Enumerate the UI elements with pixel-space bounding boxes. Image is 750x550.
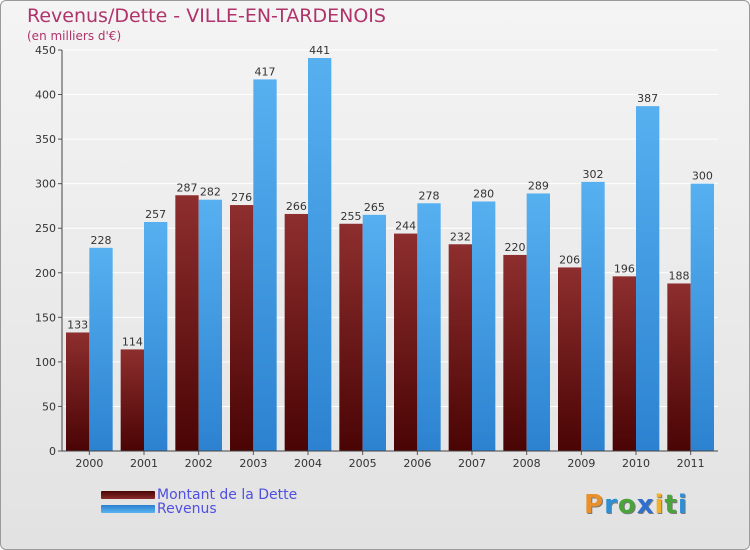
bar-revenus (690, 183, 714, 451)
logo-letter: o (617, 490, 637, 520)
data-label: 289 (528, 179, 549, 192)
legend-swatch-revenus (101, 505, 155, 513)
y-tick-label: 450 (35, 44, 56, 57)
bar-revenus (253, 79, 277, 451)
bar-revenus (636, 106, 660, 451)
bar-revenus (362, 214, 386, 451)
legend-swatch-dette (101, 491, 155, 499)
gridlines (62, 49, 718, 452)
y-tick-label: 300 (35, 178, 56, 191)
data-label: 387 (637, 92, 658, 105)
bar-revenus (144, 221, 168, 451)
x-tick-label: 2001 (130, 457, 158, 470)
bar-revenus (198, 199, 222, 451)
y-tick-label: 250 (35, 222, 56, 235)
x-tick-label: 2007 (458, 457, 486, 470)
bar-revenus (417, 203, 441, 451)
data-label: 276 (231, 191, 252, 204)
bar-dette (120, 349, 144, 451)
logo-letter: i (654, 490, 665, 520)
data-label: 188 (669, 269, 690, 282)
y-axis-ticks: 0 50 100 150 200 250 300 350 400 450 (35, 44, 62, 458)
bar-revenus (308, 58, 332, 452)
x-tick-label: 2008 (513, 457, 541, 470)
y-tick-label: 400 (35, 89, 56, 102)
bar-dette (66, 332, 90, 451)
data-label: 220 (505, 241, 526, 254)
data-label: 280 (473, 187, 494, 200)
bar-dette (612, 276, 636, 451)
data-label: 265 (364, 201, 385, 214)
data-label: 114 (122, 335, 143, 348)
x-tick-label: 2006 (403, 457, 431, 470)
data-label: 278 (419, 189, 440, 202)
bar-revenus (581, 181, 605, 451)
chart-subtitle: (en milliers d'€) (27, 29, 122, 43)
data-label: 206 (559, 253, 580, 266)
legend-label-revenus: Revenus (157, 501, 217, 517)
data-label: 196 (614, 262, 635, 275)
bar-dette (558, 267, 582, 451)
legend-item-revenus: Revenus (101, 501, 217, 517)
data-label: 133 (67, 318, 88, 331)
logo-letter: r (604, 490, 618, 520)
x-tick-label: 2010 (622, 457, 650, 470)
data-label: 441 (309, 44, 330, 57)
logo-letter: P (584, 490, 605, 520)
x-axis-ticks: 2000 2001 2002 2003 2004 2005 2006 2007 2008 2009… (75, 451, 705, 470)
bar-dette (284, 213, 308, 451)
x-tick-label: 2011 (677, 457, 705, 470)
data-label: 244 (395, 220, 416, 233)
y-tick-label: 0 (49, 445, 56, 458)
x-tick-label: 2004 (294, 457, 322, 470)
data-label: 266 (286, 200, 307, 213)
data-label: 282 (200, 186, 221, 199)
bar-dette (394, 233, 418, 451)
bar-dette (339, 223, 363, 451)
bar-revenus (89, 247, 113, 451)
bar-dette (667, 283, 691, 451)
x-tick-label: 2003 (239, 457, 267, 470)
data-label: 300 (692, 170, 713, 183)
data-label: 257 (145, 208, 166, 221)
y-tick-label: 200 (35, 267, 56, 280)
logo-letter: i (677, 490, 688, 520)
bar-revenus (526, 193, 550, 452)
y-tick-label: 150 (35, 311, 56, 324)
x-tick-label: 2002 (185, 457, 213, 470)
y-tick-label: 100 (35, 356, 56, 369)
bar-revenus (472, 201, 496, 451)
data-label: 228 (91, 234, 112, 247)
y-tick-label: 50 (42, 400, 56, 413)
logo-letter: t (664, 490, 678, 520)
logo-letter: x (636, 490, 655, 520)
x-tick-label: 2005 (349, 457, 377, 470)
bar-dette (448, 244, 472, 451)
data-label: 255 (341, 210, 362, 223)
proxiti-logo: Proxiti (584, 490, 688, 520)
data-label: 232 (450, 230, 471, 243)
legend-label-dette: Montant de la Dette (157, 487, 298, 503)
data-label: 287 (177, 181, 198, 194)
bar-dette (175, 195, 199, 451)
legend-item-dette: Montant de la Dette (101, 487, 298, 503)
bars (66, 58, 714, 452)
x-tick-label: 2000 (75, 457, 103, 470)
bar-dette (230, 205, 254, 451)
y-tick-label: 350 (35, 133, 56, 146)
x-tick-label: 2009 (567, 457, 595, 470)
data-label: 417 (255, 65, 276, 78)
bar-dette (503, 254, 527, 451)
chart-title: Revenus/Dette - VILLE-EN-TARDENOIS (27, 5, 386, 27)
data-label: 302 (583, 168, 604, 181)
